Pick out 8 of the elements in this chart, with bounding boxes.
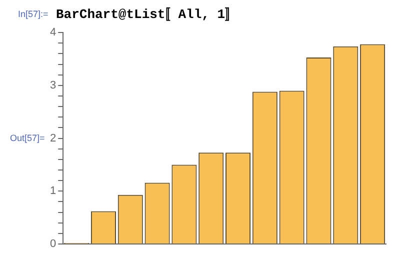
y-tick-label: 2 [50, 132, 56, 144]
y-tick-label: 0 [50, 238, 56, 250]
y-tick-label: 3 [50, 79, 56, 92]
text: Out[57]= [10, 133, 45, 143]
text: BarChart@tList〚All, 1〛 [56, 6, 238, 23]
y-tick-label: 4 [50, 26, 56, 39]
y-tick-label: 1 [50, 185, 56, 198]
text: In[57]:= [18, 9, 48, 19]
